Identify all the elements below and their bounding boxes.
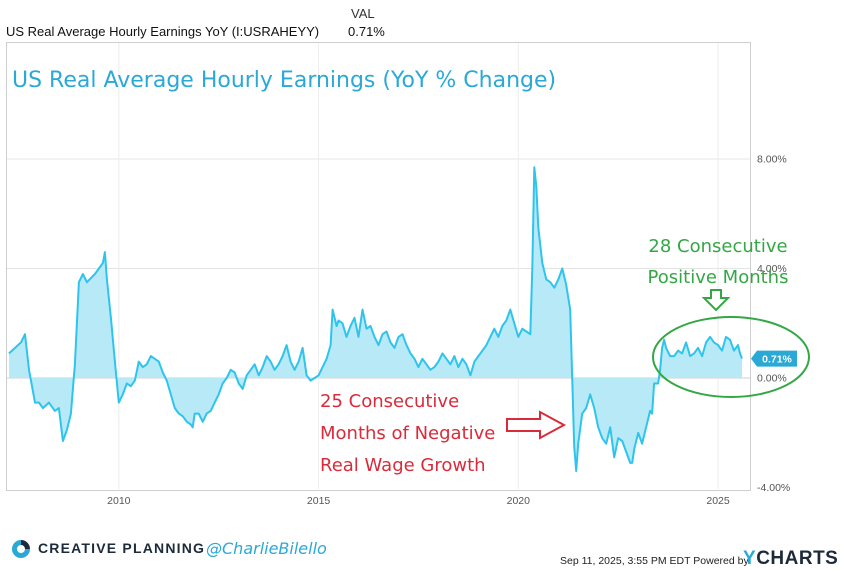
series-line[interactable] [8,166,743,473]
creative-planning-logo-icon [12,540,30,558]
x-tick-label: 2010 [107,495,131,507]
chart: 8.00% 4.00% 0.00% -4.00% 2010 2015 2020 2025 0… [7,43,810,507]
ycharts-logo[interactable]: YCHARTS [743,548,838,570]
last-value-label: 0.71% [751,350,797,367]
chart-frame [6,42,751,491]
footer-brand: CREATIVE PLANNING [38,540,206,556]
ycharts-logo-y: Y [743,548,757,569]
x-tick-label: 2025 [706,495,730,507]
legend-column-header: VAL [351,6,375,21]
highlight-ellipse [652,316,810,398]
y-axis-ticks: 8.00% 4.00% 0.00% -4.00% [757,154,790,495]
annotation-negative-line: Real Wage Growth [320,455,486,476]
last-value-badge [751,350,797,367]
y-tick-label: 0.00% [757,373,787,385]
arrow-right-icon [506,410,567,440]
footer-handle[interactable]: @CharlieBilello [206,539,327,558]
ycharts-logo-text: CHARTS [756,548,839,569]
x-tick-label: 2020 [507,495,531,507]
footer-timestamp: Sep 11, 2025, 3:55 PM EDT Powered by [560,555,749,567]
series-area [9,167,742,472]
chart-title: US Real Average Hourly Earnings (YoY % C… [12,68,556,93]
y-tick-label: -4.00% [757,482,790,494]
annotation-negative-line: Months of Negative [320,423,495,444]
x-axis-ticks: 2010 2015 2020 2025 [107,495,730,507]
annotation-negative-line: 25 Consecutive [320,391,459,412]
y-tick-label: 4.00% [757,263,787,275]
annotation-positive-line: Positive Months [648,267,789,288]
annotation-positive: 28 Consecutive Positive Months [648,236,810,398]
x-tick-label: 2015 [307,495,331,507]
last-value-text: 0.71% [762,354,792,366]
annotation-positive-line: 28 Consecutive [648,236,787,257]
legend: VAL US Real Average Hourly Earnings YoY … [6,4,386,40]
legend-series-value: 0.71% [348,24,385,39]
legend-series-name[interactable]: US Real Average Hourly Earnings YoY (I:U… [6,24,320,39]
y-tick-label: 8.00% [757,154,787,166]
arrow-down-icon [701,289,731,312]
annotation-negative: 25 Consecutive Months of Negative Real Wag… [320,391,567,476]
